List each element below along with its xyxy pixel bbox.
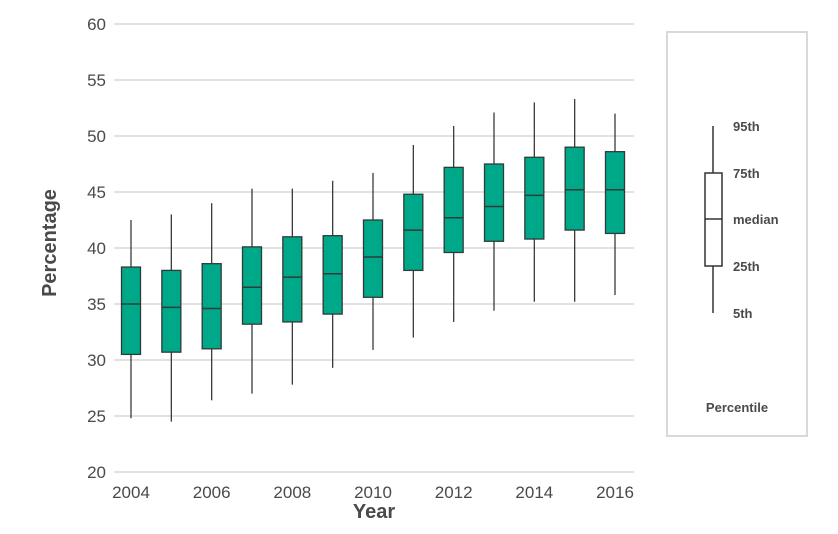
x-tick-label-2016: 2016	[596, 483, 634, 502]
legend-label-75th: 75th	[733, 166, 760, 181]
box-body-2007	[241, 246, 263, 325]
box-body-2013	[483, 163, 505, 242]
box-body-2011	[403, 193, 424, 272]
box-body-2012	[443, 166, 464, 254]
box-body-2014	[524, 156, 545, 240]
legend-label-25th: 25th	[733, 259, 760, 274]
box-2014	[524, 102, 545, 302]
box-body-2008	[282, 236, 303, 323]
box-2008	[282, 188, 303, 385]
box-2011	[403, 144, 424, 338]
y-tick-label-35: 35	[87, 295, 106, 314]
x-tick-label-2008: 2008	[273, 483, 311, 502]
x-tick-label-2012: 2012	[435, 483, 473, 502]
box-2010	[362, 172, 384, 350]
box-2012	[443, 125, 464, 322]
y-axis-title: Percentage	[39, 189, 61, 297]
y-tick-label-50: 50	[87, 127, 106, 146]
x-tick-labels: 2004 2006 2008 2010 2012 2014 2016	[112, 483, 634, 502]
legend-title: Percentile	[706, 400, 768, 415]
y-tick-label-60: 60	[87, 15, 106, 34]
box-2006	[201, 203, 222, 401]
box-2015	[564, 99, 585, 302]
box-2005	[161, 214, 182, 422]
y-tick-label-30: 30	[87, 351, 106, 370]
x-axis-title: Year	[353, 501, 395, 523]
box-body-2005	[161, 269, 182, 353]
legend-label-95th: 95th	[733, 119, 760, 134]
y-tick-label-20: 20	[87, 463, 106, 482]
legend-label-median: median	[733, 212, 779, 227]
box-body-2015	[564, 146, 585, 231]
x-tick-label-2004: 2004	[112, 483, 150, 502]
box-2007	[241, 188, 263, 394]
legend-frame	[666, 31, 808, 437]
box-2016	[604, 113, 626, 296]
box-2004	[120, 220, 142, 419]
x-tick-label-2006: 2006	[193, 483, 231, 502]
box-body-2004	[120, 266, 142, 356]
boxes	[120, 99, 626, 422]
y-tick-labels: 20 25 30 35 40 45 50 55 60	[87, 15, 106, 482]
y-tick-label-25: 25	[87, 407, 106, 426]
y-tick-label-55: 55	[87, 71, 106, 90]
box-2009	[322, 180, 343, 368]
y-tick-label-40: 40	[87, 239, 106, 258]
legend-label-5th: 5th	[733, 306, 753, 321]
box-body-2016	[604, 151, 626, 235]
legend: 95th 75th median 25th 5th Percentile	[666, 31, 808, 437]
box-body-2009	[322, 235, 343, 315]
x-tick-label-2010: 2010	[354, 483, 392, 502]
box-body-2006	[201, 263, 222, 350]
y-tick-label-45: 45	[87, 183, 106, 202]
x-tick-label-2014: 2014	[515, 483, 553, 502]
box-2013	[483, 112, 505, 311]
box-body-2010	[362, 219, 384, 298]
